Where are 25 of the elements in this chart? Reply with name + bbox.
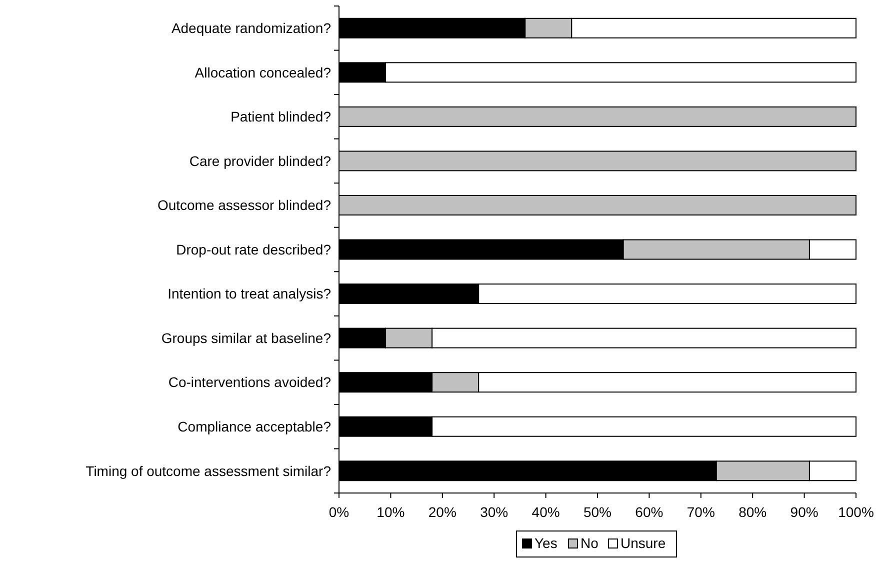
x-tick-label: 0%	[328, 504, 350, 520]
y-tick-label: Compliance acceptable?	[178, 418, 332, 434]
x-tick-label: 20%	[428, 504, 456, 520]
x-tick-label: 80%	[738, 504, 767, 520]
y-tick-label: Co-interventions avoided?	[168, 374, 332, 390]
x-tick-label: 40%	[532, 504, 560, 520]
y-tick-label: Care provider blinded?	[189, 152, 332, 169]
legend-label: Yes	[534, 535, 558, 551]
y-tick-label: Groups similar at baseline?	[161, 330, 332, 346]
legend-label: Unsure	[620, 535, 666, 551]
legend-label: No	[580, 535, 599, 551]
y-tick-label: Timing of outcome assessment similar?	[86, 462, 332, 479]
x-tick-label: 50%	[583, 504, 612, 520]
y-tick-label: Adequate randomization?	[171, 20, 332, 36]
x-tick-label: 90%	[790, 504, 818, 520]
y-tick-label: Intention to treat analysis?	[168, 286, 332, 302]
x-tick-label: 70%	[686, 504, 715, 520]
y-tick-label: Outcome assessor blinded?	[157, 197, 332, 214]
y-tick-label: Drop-out rate described?	[176, 241, 332, 258]
x-tick-label: 60%	[635, 504, 664, 520]
x-tick-label: 10%	[376, 504, 405, 520]
x-tick-label: 30%	[480, 504, 508, 520]
y-tick-label: Patient blinded?	[230, 108, 332, 125]
y-tick-label: Allocation concealed?	[194, 64, 332, 80]
x-tick-label: 100%	[838, 504, 874, 520]
